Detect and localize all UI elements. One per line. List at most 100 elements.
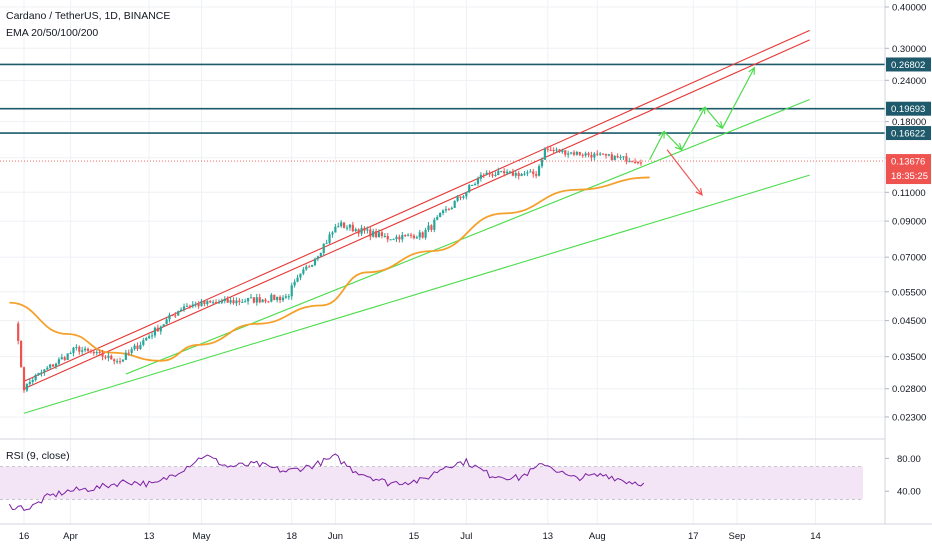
time-tick-label: May [193,531,211,542]
candle-body [235,300,238,304]
candle-body [84,348,87,351]
time-tick-label: Sep [728,531,745,542]
symbol-title: Cardano / TetherUS, 1D, BINANCE [6,10,171,22]
projection-up-segment [663,131,683,151]
candle-body [325,242,328,244]
indicator-label: EMA 20/50/100/200 [6,27,99,39]
candle-body [310,265,314,267]
candle-body [60,357,63,360]
candle-body [517,173,520,177]
candle-body [17,323,20,341]
candle-body [267,301,270,303]
candle-body [159,326,162,332]
candle-body [372,231,375,237]
candle-body [354,229,357,232]
candle-body [19,340,23,368]
candle-body [290,285,293,297]
candle-body [145,338,148,341]
candle-body [284,296,287,298]
candle-body [404,235,407,237]
time-tick-label: 13 [144,531,155,542]
candle-body [255,297,258,303]
candle-body [302,269,305,274]
candle-body [156,327,159,332]
time-tick-label: 16 [19,531,30,542]
candle-body [540,159,544,167]
candle-body [392,239,395,241]
price-tick-label: 0.18000 [892,117,926,128]
support-line [23,174,810,414]
candle-body [124,352,127,360]
candle-body [113,359,116,362]
candle-body [375,231,378,238]
candle-body [555,149,558,151]
candle-body [572,152,576,155]
candle-body [345,227,349,229]
projection-up-segment [649,131,665,161]
candle-body [363,227,366,231]
candle-body [386,235,389,240]
candle-body [523,173,526,175]
candle-body [212,302,215,304]
candle-body [569,152,573,154]
candle-body [101,352,104,357]
candle-body [185,305,189,307]
level-badge-label: 0.26802 [891,60,925,71]
time-tick-label: 18 [286,531,297,542]
candle-body [116,361,119,363]
candle-body [366,229,369,231]
candle-body [439,213,442,217]
support-line [125,98,810,375]
candle-body [497,171,500,176]
price-axis-bg [885,0,932,550]
candle-body [334,226,337,233]
candle-body [433,219,436,230]
candle-body [238,300,241,303]
candle-body [581,154,584,156]
grid [0,0,885,524]
candle-body [537,166,541,176]
candle-body [46,367,49,370]
candle-body [98,352,101,354]
level-badge [886,57,931,72]
candle-body [209,300,212,303]
rsi-band [0,466,863,500]
candle-body [567,153,570,155]
channel-upper-line [23,39,810,390]
candle-body [485,172,488,175]
rsi-title: RSI (9, close) [6,450,70,462]
candles [17,145,643,393]
candle-body [453,200,456,208]
current-price-badge [886,154,931,185]
candle-body [511,171,514,176]
candle-body [203,301,206,305]
candle-body [136,345,139,349]
candle-body [610,154,613,160]
candle-body [66,353,69,360]
candle-body [558,149,561,153]
candle-body [197,303,200,307]
current-price-label: 0.13676 [891,157,925,168]
candle-body [22,367,26,391]
candle-body [278,296,282,301]
candle-body [584,153,587,156]
candle-body [482,174,485,176]
candle-body [401,235,404,240]
candle-body [421,232,424,238]
candle-body [107,355,110,358]
trend-lines [23,29,810,414]
candle-body [494,175,497,177]
candle-body [25,384,29,391]
time-tick-label: 13 [543,531,554,542]
candle-body [191,304,194,307]
candle-body [177,311,180,316]
candle-body [57,359,61,364]
candle-body [561,150,564,153]
candle-body [412,235,416,239]
candle-body [331,232,334,235]
candle-body [549,149,552,151]
time-tick-label: 17 [688,531,699,542]
candle-body [319,252,322,257]
